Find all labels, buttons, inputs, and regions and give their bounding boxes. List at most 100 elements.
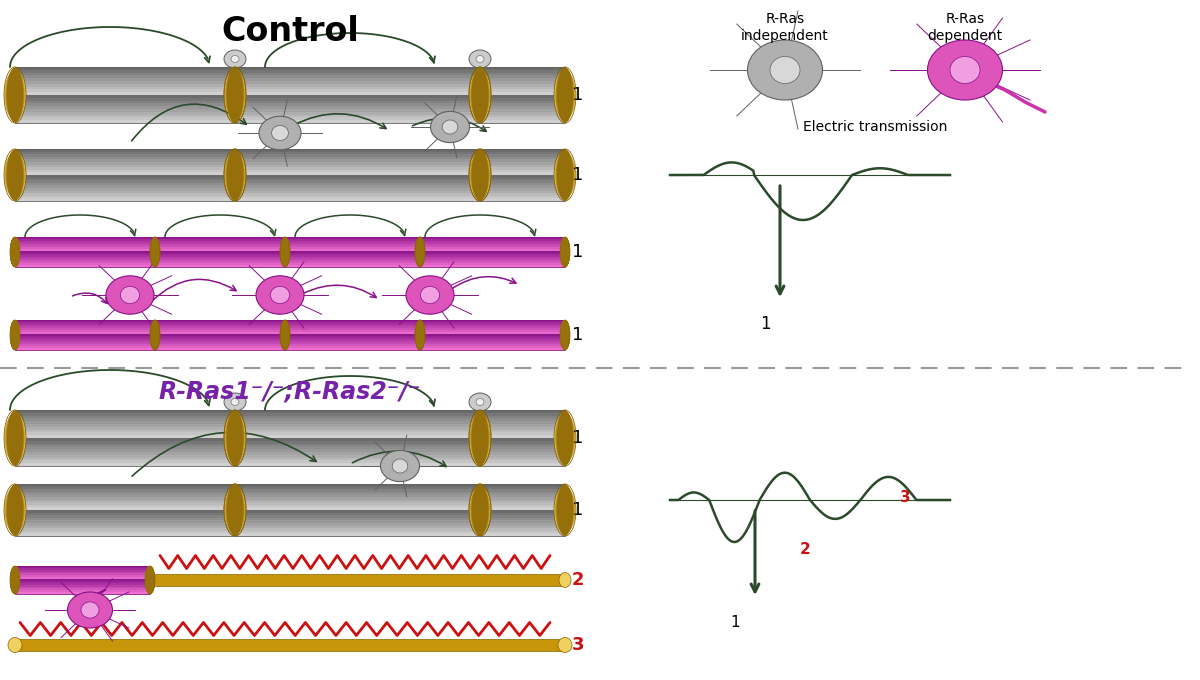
Ellipse shape <box>150 237 160 267</box>
Ellipse shape <box>470 69 490 121</box>
Ellipse shape <box>271 125 288 141</box>
Bar <box>14 568 150 570</box>
Ellipse shape <box>556 69 575 120</box>
Ellipse shape <box>415 237 425 267</box>
Bar <box>155 247 286 249</box>
Ellipse shape <box>556 151 575 199</box>
Ellipse shape <box>470 413 490 463</box>
Ellipse shape <box>145 566 155 594</box>
Bar <box>235 523 480 526</box>
Ellipse shape <box>224 70 245 120</box>
Ellipse shape <box>469 393 491 411</box>
Ellipse shape <box>470 152 490 199</box>
Bar <box>480 494 565 497</box>
Ellipse shape <box>150 237 160 267</box>
Bar <box>155 243 286 245</box>
Bar <box>480 149 565 152</box>
Bar <box>480 432 565 435</box>
Bar <box>480 463 565 466</box>
Bar <box>14 324 155 326</box>
Bar <box>480 196 565 199</box>
Bar <box>420 324 565 326</box>
Ellipse shape <box>150 237 160 267</box>
Bar <box>14 492 235 494</box>
Ellipse shape <box>280 320 290 350</box>
Bar <box>480 67 565 70</box>
Ellipse shape <box>150 320 160 350</box>
Bar <box>14 193 235 196</box>
Ellipse shape <box>224 71 246 119</box>
Ellipse shape <box>280 320 290 350</box>
Bar <box>14 188 235 190</box>
Ellipse shape <box>554 70 575 120</box>
Ellipse shape <box>280 237 290 267</box>
Ellipse shape <box>5 152 25 199</box>
Bar <box>420 265 565 267</box>
Ellipse shape <box>280 237 290 267</box>
Bar <box>14 410 235 466</box>
Ellipse shape <box>150 320 160 350</box>
Ellipse shape <box>470 413 490 464</box>
Ellipse shape <box>280 237 290 267</box>
Bar <box>480 520 565 523</box>
Bar <box>480 410 565 466</box>
Ellipse shape <box>7 68 23 122</box>
Ellipse shape <box>380 450 420 481</box>
Bar <box>286 253 420 255</box>
Ellipse shape <box>556 69 574 121</box>
Ellipse shape <box>227 411 244 466</box>
Bar <box>14 322 155 324</box>
Ellipse shape <box>470 486 490 534</box>
Ellipse shape <box>224 487 245 533</box>
Bar <box>235 460 480 463</box>
Bar <box>14 257 155 259</box>
Bar <box>480 528 565 531</box>
Ellipse shape <box>10 237 20 267</box>
Bar <box>14 460 235 463</box>
Bar <box>155 261 286 263</box>
Bar <box>420 332 565 334</box>
Bar <box>14 413 235 415</box>
Ellipse shape <box>280 237 290 267</box>
Ellipse shape <box>150 320 160 350</box>
Ellipse shape <box>472 485 488 535</box>
Bar <box>480 427 565 430</box>
Ellipse shape <box>150 320 160 350</box>
Ellipse shape <box>256 276 304 314</box>
Bar <box>14 452 235 455</box>
Ellipse shape <box>224 152 246 197</box>
Ellipse shape <box>560 237 570 267</box>
Ellipse shape <box>150 320 160 350</box>
Ellipse shape <box>145 566 155 594</box>
Bar <box>14 463 235 466</box>
Bar <box>155 328 286 330</box>
Bar <box>480 438 565 441</box>
Ellipse shape <box>224 152 245 198</box>
Bar <box>235 492 480 494</box>
Bar <box>14 520 235 523</box>
Bar <box>235 463 480 466</box>
Bar <box>14 241 155 243</box>
Ellipse shape <box>226 411 244 464</box>
Ellipse shape <box>227 411 244 465</box>
Bar <box>286 320 420 322</box>
Bar <box>14 259 155 261</box>
Ellipse shape <box>469 50 491 68</box>
Bar <box>14 515 235 517</box>
Ellipse shape <box>280 237 290 267</box>
Bar <box>480 443 565 446</box>
Bar <box>14 84 235 86</box>
Ellipse shape <box>560 237 570 267</box>
Bar <box>480 500 565 503</box>
Ellipse shape <box>472 150 488 200</box>
Ellipse shape <box>226 69 245 121</box>
Ellipse shape <box>5 152 25 197</box>
Bar <box>155 340 286 342</box>
Ellipse shape <box>150 320 160 350</box>
Ellipse shape <box>224 393 246 411</box>
Ellipse shape <box>5 152 25 198</box>
Bar <box>14 497 235 500</box>
Ellipse shape <box>472 484 488 536</box>
Ellipse shape <box>7 150 23 200</box>
Ellipse shape <box>469 152 491 197</box>
